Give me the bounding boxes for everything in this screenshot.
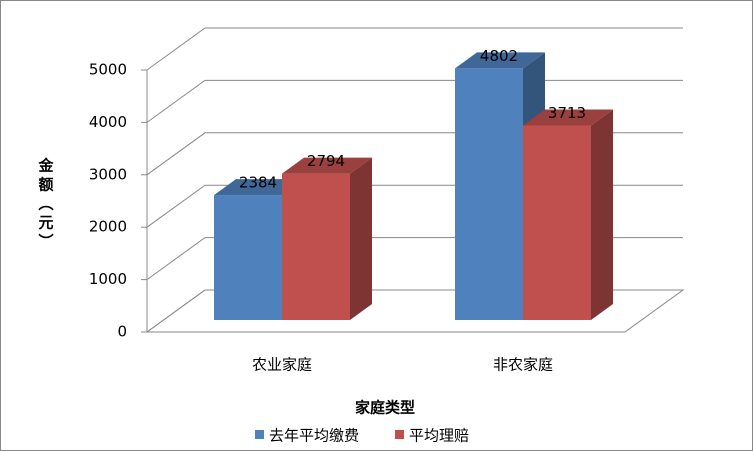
bar — [455, 68, 523, 320]
legend-label: 去年平均缴费 — [269, 427, 359, 445]
y-tick-label: 3000 — [89, 165, 127, 183]
y-axis-title: 金额（元） — [37, 157, 55, 253]
x-tick-label: 非农家庭 — [493, 356, 553, 374]
bar-top — [282, 157, 372, 174]
y-tick-label: 5000 — [89, 61, 127, 79]
data-label: 4802 — [480, 47, 518, 65]
x-axis-title: 家庭类型 — [355, 399, 415, 417]
data-label: 2384 — [239, 174, 277, 192]
y-tick-label: 1000 — [89, 270, 127, 288]
bar-side — [350, 157, 372, 320]
y-tick-label: 4000 — [89, 113, 127, 131]
legend-label: 平均理赔 — [409, 427, 469, 445]
bar-top — [455, 52, 545, 69]
bar-side — [591, 109, 613, 320]
data-label: 3713 — [548, 104, 586, 122]
legend-swatch — [255, 430, 264, 439]
y-tick-label: 0 — [117, 323, 127, 341]
grid-line — [146, 27, 683, 71]
x-tick-label: 农业家庭 — [252, 356, 312, 374]
y-tick-label: 2000 — [89, 218, 127, 236]
legend-swatch — [395, 430, 405, 439]
bar — [282, 173, 350, 320]
bar-top — [214, 179, 304, 196]
bar — [523, 125, 591, 320]
data-label: 2794 — [307, 152, 345, 170]
bar-top — [523, 109, 613, 126]
bar — [214, 195, 282, 320]
